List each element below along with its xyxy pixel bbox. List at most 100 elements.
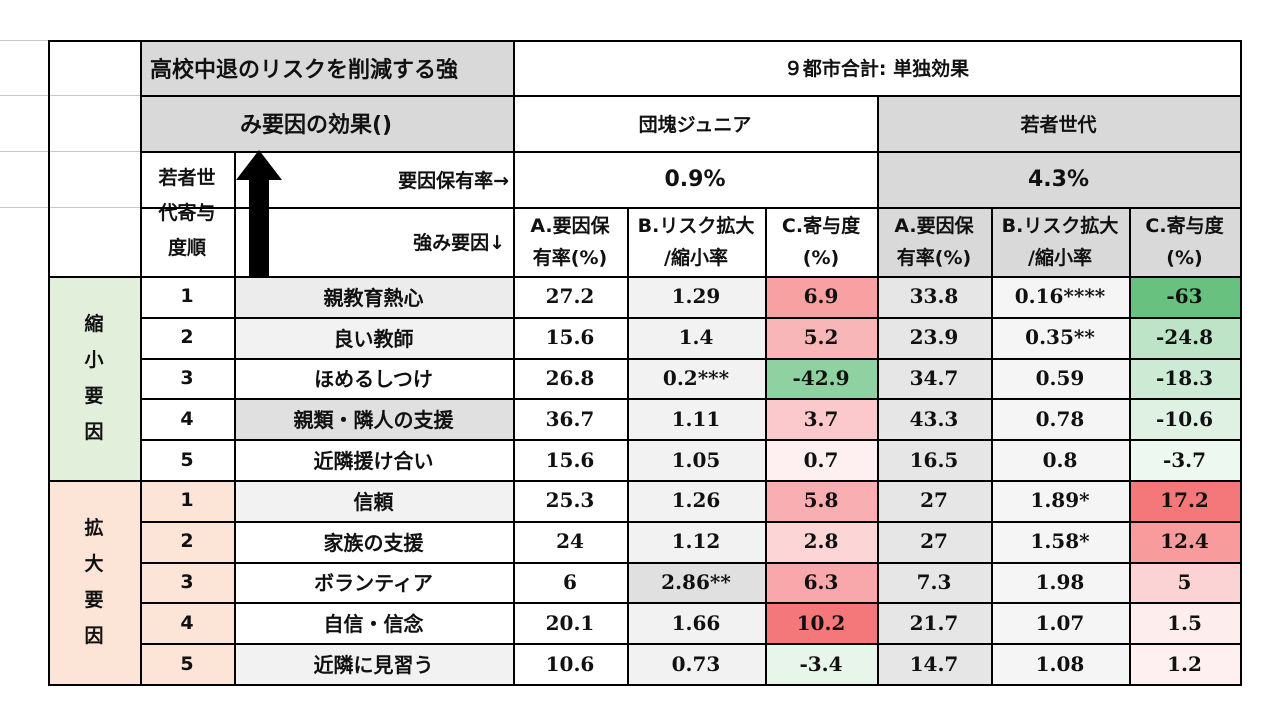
c2-cell: -18.3 [1129, 357, 1240, 399]
section-expand-line-1: 拡 [84, 517, 104, 539]
grid-line [140, 561, 1240, 564]
a2-cell: 43.3 [877, 398, 991, 440]
rank-label: 若者世 代寄与 度順 [140, 151, 234, 276]
factor-cell: 良い教師 [234, 316, 513, 358]
grid-line [513, 40, 515, 684]
c2-cell: -63 [1129, 276, 1240, 317]
grid-line [765, 207, 767, 684]
grid-line [140, 95, 1240, 97]
grid-line [1129, 207, 1131, 684]
col-a-header-a-line-2: 有率(%) [532, 246, 608, 269]
b1-cell: 2.86** [627, 561, 765, 603]
factor-cell: 親教育熱心 [234, 276, 513, 317]
grid-line [877, 95, 879, 684]
b2-cell: 1.08 [991, 643, 1129, 684]
c1-cell: 10.2 [765, 602, 877, 644]
c1-cell: 2.8 [765, 520, 877, 562]
col-b-header-a-line-1: B.リスク拡大 [637, 214, 755, 237]
b1-cell: 1.29 [627, 276, 765, 317]
c2-cell: 1.5 [1129, 602, 1240, 644]
section-shrink-line-2: 小 [84, 349, 104, 371]
rank-cell: 5 [180, 448, 194, 471]
grid-line [0, 95, 140, 96]
a1-cell: 36.7 [545, 406, 595, 431]
col-c-header-a: C.寄与度 (%) [765, 207, 877, 276]
c2-cell: -10.6 [1129, 398, 1240, 440]
factor-cell: 近隣援け合い [234, 439, 513, 480]
city-header: ９都市合計: 単独効果 [783, 58, 970, 80]
col-b-header-a-line-2: /縮小率 [664, 246, 728, 269]
grid-line [140, 40, 142, 686]
grid-line [140, 207, 1240, 209]
rank-cell: 3 [180, 366, 194, 389]
a2-cell: 23.9 [877, 316, 991, 358]
a1-cell: 6 [563, 569, 577, 594]
b1-cell: 1.11 [627, 398, 765, 440]
section-shrink-line-1: 縮 [84, 313, 104, 335]
section-expand-line-3: 要 [84, 589, 104, 611]
b1-cell: 1.12 [627, 520, 765, 562]
b2-cell: 0.78 [991, 398, 1129, 440]
b2-cell: 1.89* [991, 480, 1129, 521]
rate-b: 4.3% [877, 151, 1240, 207]
c2-cell: 5 [1129, 561, 1240, 603]
grid-line [627, 207, 629, 684]
b2-cell: 0.35** [991, 316, 1129, 358]
a1-cell: 15.6 [545, 325, 595, 350]
arrow-up-icon [236, 150, 282, 276]
b2-cell: 1.98 [991, 561, 1129, 603]
b2-cell: 1.07 [991, 602, 1129, 644]
grid-line [48, 684, 1242, 686]
b1-cell: 1.4 [627, 316, 765, 358]
c1-cell: 6.3 [765, 561, 877, 603]
a2-cell: 34.7 [877, 357, 991, 399]
col-c-header-a-line-1: C.寄与度 [781, 214, 861, 237]
col-b-header-b-line-2: /縮小率 [1028, 246, 1092, 269]
b1-cell: 0.73 [627, 643, 765, 684]
group-a-header: 団塊ジュニア [638, 113, 752, 136]
col-a-header-b: A.要因保有率(%) [877, 207, 991, 276]
a2-cell: 7.3 [877, 561, 991, 603]
a1-cell: 10.6 [545, 651, 595, 676]
title-line-2: み要因の効果() [140, 95, 513, 151]
grid-line [140, 602, 1240, 605]
a2-cell: 21.7 [877, 602, 991, 644]
col-a-header-b-line-2: 有率(%) [896, 246, 972, 269]
col-a-header-a-line-1: A.要因保 [530, 214, 610, 237]
col-c-header-b-line-2: (%) [1166, 246, 1203, 269]
c2-cell: -3.7 [1129, 439, 1240, 480]
section-expand-line-2: 大 [84, 553, 104, 575]
col-a-header-b-line-1: A.要因保 [894, 214, 974, 237]
grid-line [140, 357, 1240, 360]
col-b-header-a: B.リスク拡大/縮小率 [627, 207, 765, 276]
section-expand-line-4: 因 [84, 625, 104, 647]
b1-cell: 0.2*** [627, 357, 765, 399]
rank-label-line-2: 代寄与 [158, 202, 216, 224]
b1-cell: 1.05 [627, 439, 765, 480]
rank-cell: 1 [180, 285, 194, 308]
grid-line [48, 276, 1242, 278]
grid-line [140, 520, 1240, 523]
rank-label-line-1: 若者世 [158, 167, 216, 189]
rank-cell: 2 [180, 326, 194, 349]
factor-cell: 親類・隣人の支援 [234, 398, 513, 440]
col-b-header-b-line-1: B.リスク拡大 [1001, 214, 1119, 237]
grid-line [140, 398, 1240, 401]
b2-cell: 0.16**** [991, 276, 1129, 317]
col-b-header-b: B.リスク拡大/縮小率 [991, 207, 1129, 276]
a1-cell: 26.8 [545, 365, 595, 390]
grid-line [0, 207, 140, 208]
c1-cell: -3.4 [765, 643, 877, 684]
grid-line [140, 316, 1240, 319]
section-expand: 拡大要因 [48, 480, 140, 684]
factor-cell: 自信・信念 [234, 602, 513, 644]
grid-line [234, 151, 236, 684]
c1-cell: 6.9 [765, 276, 877, 317]
c1-cell: 5.8 [765, 480, 877, 521]
rank-label-line-3: 度順 [167, 237, 206, 259]
a2-cell: 14.7 [877, 643, 991, 684]
factor-cell: ほめるしつけ [234, 357, 513, 399]
col-a-header-a: A.要因保有率(%) [513, 207, 627, 276]
grid-line [48, 40, 50, 686]
